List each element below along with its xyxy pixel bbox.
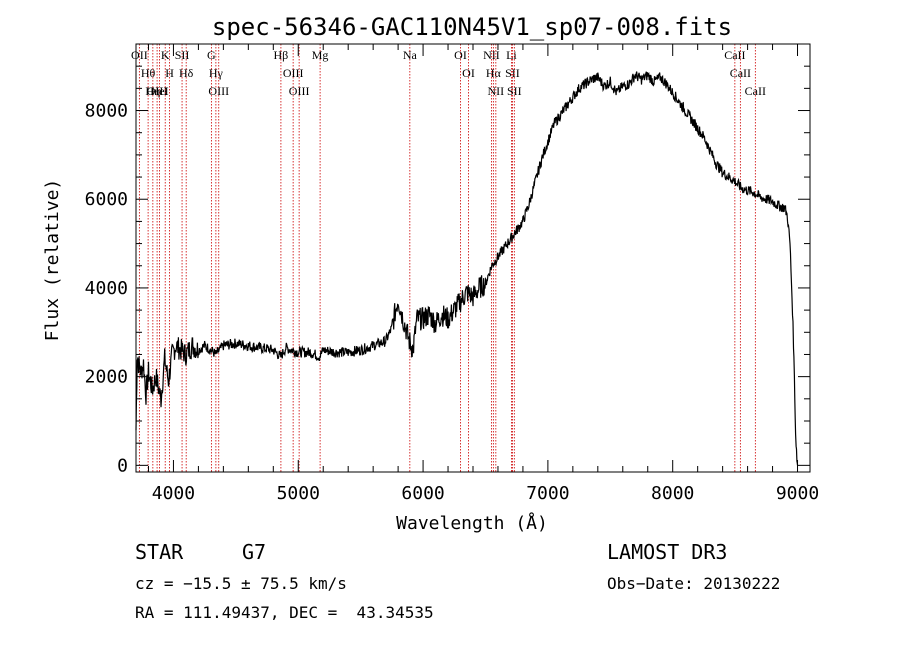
survey-name: LAMOST DR3	[607, 540, 728, 564]
line-label-15: Mg	[312, 48, 329, 62]
y-tick-label-3: 6000	[85, 189, 128, 210]
line-label-22: Li	[506, 48, 517, 62]
line-label-16: Na	[403, 48, 418, 62]
y-axis-label: Flux (relative)	[42, 179, 63, 342]
line-label-8: Hδ	[179, 66, 194, 80]
line-label-1: OII	[131, 48, 148, 62]
line-label-17: OI	[454, 48, 467, 62]
line-label-23: NII	[488, 84, 505, 98]
line-label-9: OIII	[208, 84, 229, 98]
y-tick-label-1: 2000	[85, 367, 128, 388]
line-label-10: Hγ	[209, 66, 224, 80]
redshift-readout: cz = −15.5 ± 75.5 km/s	[135, 574, 347, 593]
line-label-12: OIII	[289, 84, 310, 98]
line-label-11: G	[207, 48, 216, 62]
x-tick-label-1: 5000	[277, 483, 320, 504]
spectral-lines: OIIHθHηOIIIHeIKHSIIHδGHγOIIIHβOIIIOIIIMg…	[131, 44, 766, 472]
object-type: STAR	[135, 540, 184, 564]
line-label-26: CaII	[724, 48, 745, 62]
y-tick-label-2: 4000	[85, 278, 128, 299]
x-axis-label: Wavelength (Å)	[396, 512, 548, 534]
line-label-21: NII	[483, 48, 500, 62]
line-label-4: HeI	[151, 84, 169, 98]
line-label-6: SII	[175, 48, 190, 62]
chart-title: spec-56346-GAC110N45V1_sp07-008.fits	[212, 13, 732, 41]
x-tick-label-4: 8000	[651, 483, 694, 504]
object-subclass: G7	[242, 540, 267, 564]
line-label-24: SII	[507, 84, 522, 98]
axes: 4000 5000 6000 7000 8000 9000 0 2000 4000 6000 800…	[85, 44, 819, 504]
y-tick-label-0: 0	[117, 455, 128, 476]
line-label-14: Hβ	[274, 48, 289, 62]
line-label-20: SII	[505, 66, 520, 80]
plot-frame	[135, 43, 811, 473]
x-tick-label-5: 9000	[776, 483, 819, 504]
observation-date: Obs−Date: 20130222	[607, 574, 781, 593]
line-label-25: CaII	[730, 66, 751, 80]
line-label-7: H	[165, 66, 174, 80]
coordinates-readout: RA = 111.49437, DEC = 43.34535	[135, 603, 434, 622]
y-tick-label-4: 8000	[85, 101, 128, 122]
line-label-3: K	[161, 48, 170, 62]
flux-series-line	[135, 71, 799, 466]
line-label-13: OIII	[283, 66, 304, 80]
line-label-2: OIII	[147, 84, 168, 98]
line-label-27: CaII	[745, 84, 766, 98]
line-label-18: OI	[462, 66, 475, 80]
x-tick-label-3: 7000	[526, 483, 569, 504]
line-label-0: Hθ	[141, 66, 156, 80]
line-label-19: Hα	[486, 66, 502, 80]
x-tick-label-0: 4000	[152, 483, 195, 504]
line-label-5: Hη	[145, 84, 160, 98]
x-tick-label-2: 6000	[401, 483, 444, 504]
